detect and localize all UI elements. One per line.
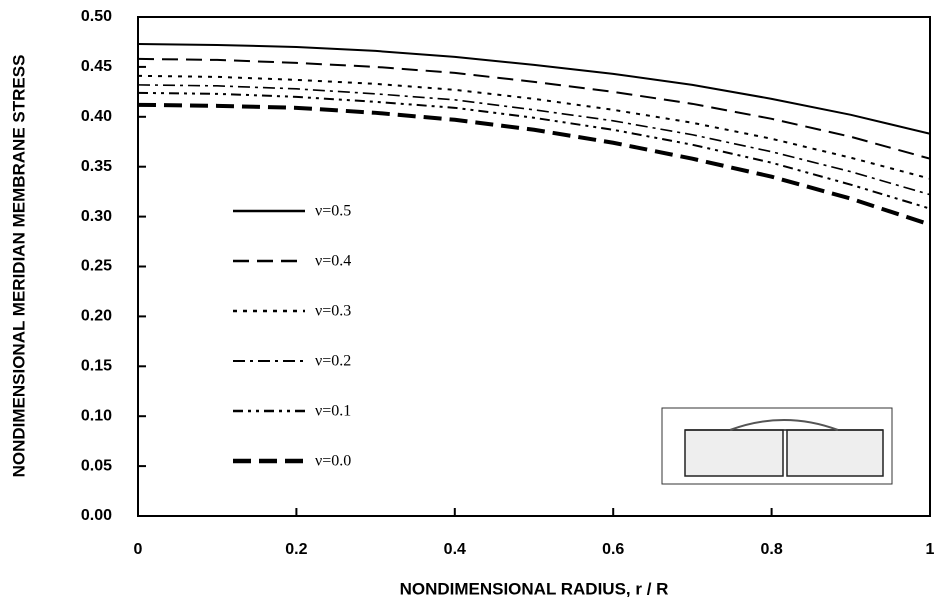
y-tick-label: 0.50 <box>81 8 112 25</box>
legend-label: ν=0.2 <box>315 353 351 370</box>
legend-label: ν=0.5 <box>315 203 351 220</box>
inset-diagram <box>661 407 893 485</box>
series-line <box>137 91 931 210</box>
legend-label: ν=0.1 <box>315 403 351 420</box>
series-line <box>137 42 931 135</box>
x-tick-label: 0.8 <box>760 541 782 558</box>
y-tick-label: 0.05 <box>81 457 112 474</box>
x-axis-label: NONDIMENSIONAL RADIUS, r / R <box>400 579 669 598</box>
y-tick-label: 0.25 <box>81 258 112 275</box>
y-axis-label: NONDIMENSIONAL MERIDIAN MEMBRANE STRESS <box>9 55 28 478</box>
x-tick-label: 0.6 <box>602 541 624 558</box>
y-tick-label: 0.20 <box>81 308 112 325</box>
legend-label: ν=0.0 <box>315 453 351 470</box>
x-tick-label: 0 <box>134 541 143 558</box>
series-line <box>137 84 931 196</box>
x-tick-label: 0.4 <box>444 541 466 558</box>
legend-label: ν=0.4 <box>315 253 351 270</box>
y-tick-label: 0.35 <box>81 158 112 175</box>
y-tick-label: 0.10 <box>81 407 112 424</box>
y-tick-label: 0.15 <box>81 358 112 375</box>
y-tick-label: 0.00 <box>81 507 112 524</box>
y-tick-label: 0.45 <box>81 58 112 75</box>
legend-label: ν=0.3 <box>315 303 351 320</box>
y-tick-label: 0.30 <box>81 208 112 225</box>
x-tick-label: 1 <box>926 541 934 558</box>
series-line <box>137 74 931 180</box>
series-line <box>137 102 931 227</box>
x-tick-label: 0.2 <box>285 541 307 558</box>
y-tick-label: 0.40 <box>81 108 112 125</box>
series-line <box>137 57 931 160</box>
